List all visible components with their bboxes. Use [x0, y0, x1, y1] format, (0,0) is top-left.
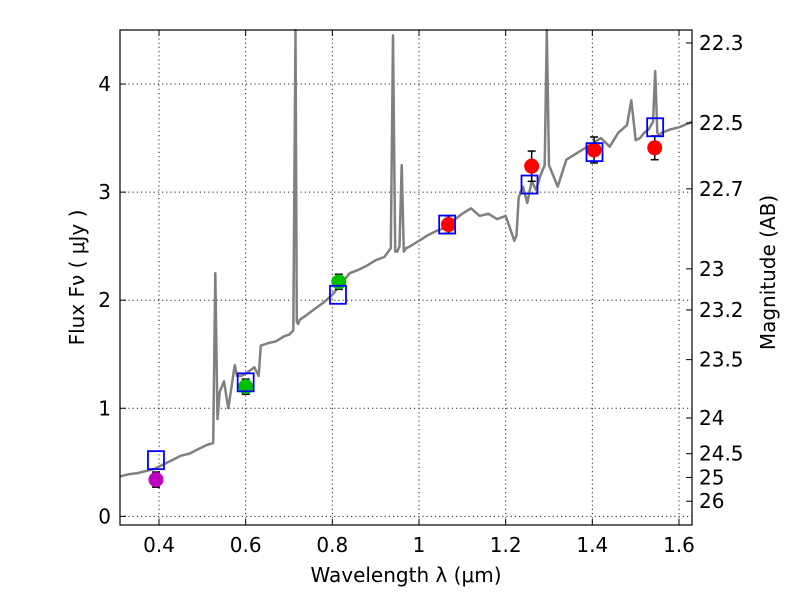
spectrum-line	[119, 28, 693, 478]
y2-tick-label: 26	[699, 489, 724, 513]
y2-tick-label: 25	[699, 465, 724, 489]
y2-tick-label: 22.5	[699, 111, 744, 135]
observed-point-3	[440, 217, 456, 233]
y-tick-label: 3	[98, 180, 111, 204]
x-axis-label: Wavelength λ (μm)	[310, 563, 501, 587]
y-tick-label: 2	[98, 288, 111, 312]
model-points	[147, 117, 665, 471]
observed-point-6	[647, 140, 663, 156]
error-bars	[151, 135, 659, 488]
y2-tick-label: 23	[699, 257, 724, 281]
y2-tick-label: 22.7	[699, 177, 744, 201]
model-point-4	[520, 174, 539, 195]
x-tick-label: 1	[413, 533, 426, 557]
y-axis-label: Flux Fν ( μJy )	[65, 210, 89, 346]
observed-point-2	[331, 274, 347, 290]
plot-frame	[119, 29, 693, 526]
x-tick-label: 1.4	[576, 533, 608, 557]
spectrum-series	[119, 28, 693, 478]
y2-axis-label: Magnitude (AB)	[756, 195, 780, 350]
observed-point-0	[148, 472, 164, 488]
x-tick-label: 1.2	[490, 533, 522, 557]
model-point-3	[438, 214, 457, 235]
model-point-6	[646, 117, 665, 138]
y2-tick-label: 23.5	[699, 348, 744, 372]
model-point-5	[585, 142, 604, 163]
model-point-2	[329, 284, 347, 305]
observed-point-4	[524, 158, 540, 174]
axes: 0.4 0.6 0.8 1 1.2 1.4 1.60123422.322.522.72323…	[98, 30, 744, 557]
model-point-1	[236, 372, 255, 393]
x-tick-label: 0.8	[316, 533, 348, 557]
y-tick-label: 0	[98, 504, 111, 528]
y-tick-label: 1	[98, 396, 111, 420]
y2-tick-label: 24.5	[699, 442, 744, 466]
model-point-0	[147, 450, 165, 471]
observed-point-5	[586, 142, 602, 158]
y2-tick-label: 24	[699, 406, 724, 430]
x-tick-label: 0.4	[143, 533, 175, 557]
x-tick-label: 1.6	[663, 533, 695, 557]
y-tick-label: 4	[98, 72, 111, 96]
y2-tick-label: 22.3	[699, 31, 744, 55]
observed-point-1	[238, 379, 254, 395]
y2-tick-label: 23.2	[699, 298, 744, 322]
x-tick-label: 0.6	[230, 533, 262, 557]
grid-lines	[120, 30, 692, 525]
